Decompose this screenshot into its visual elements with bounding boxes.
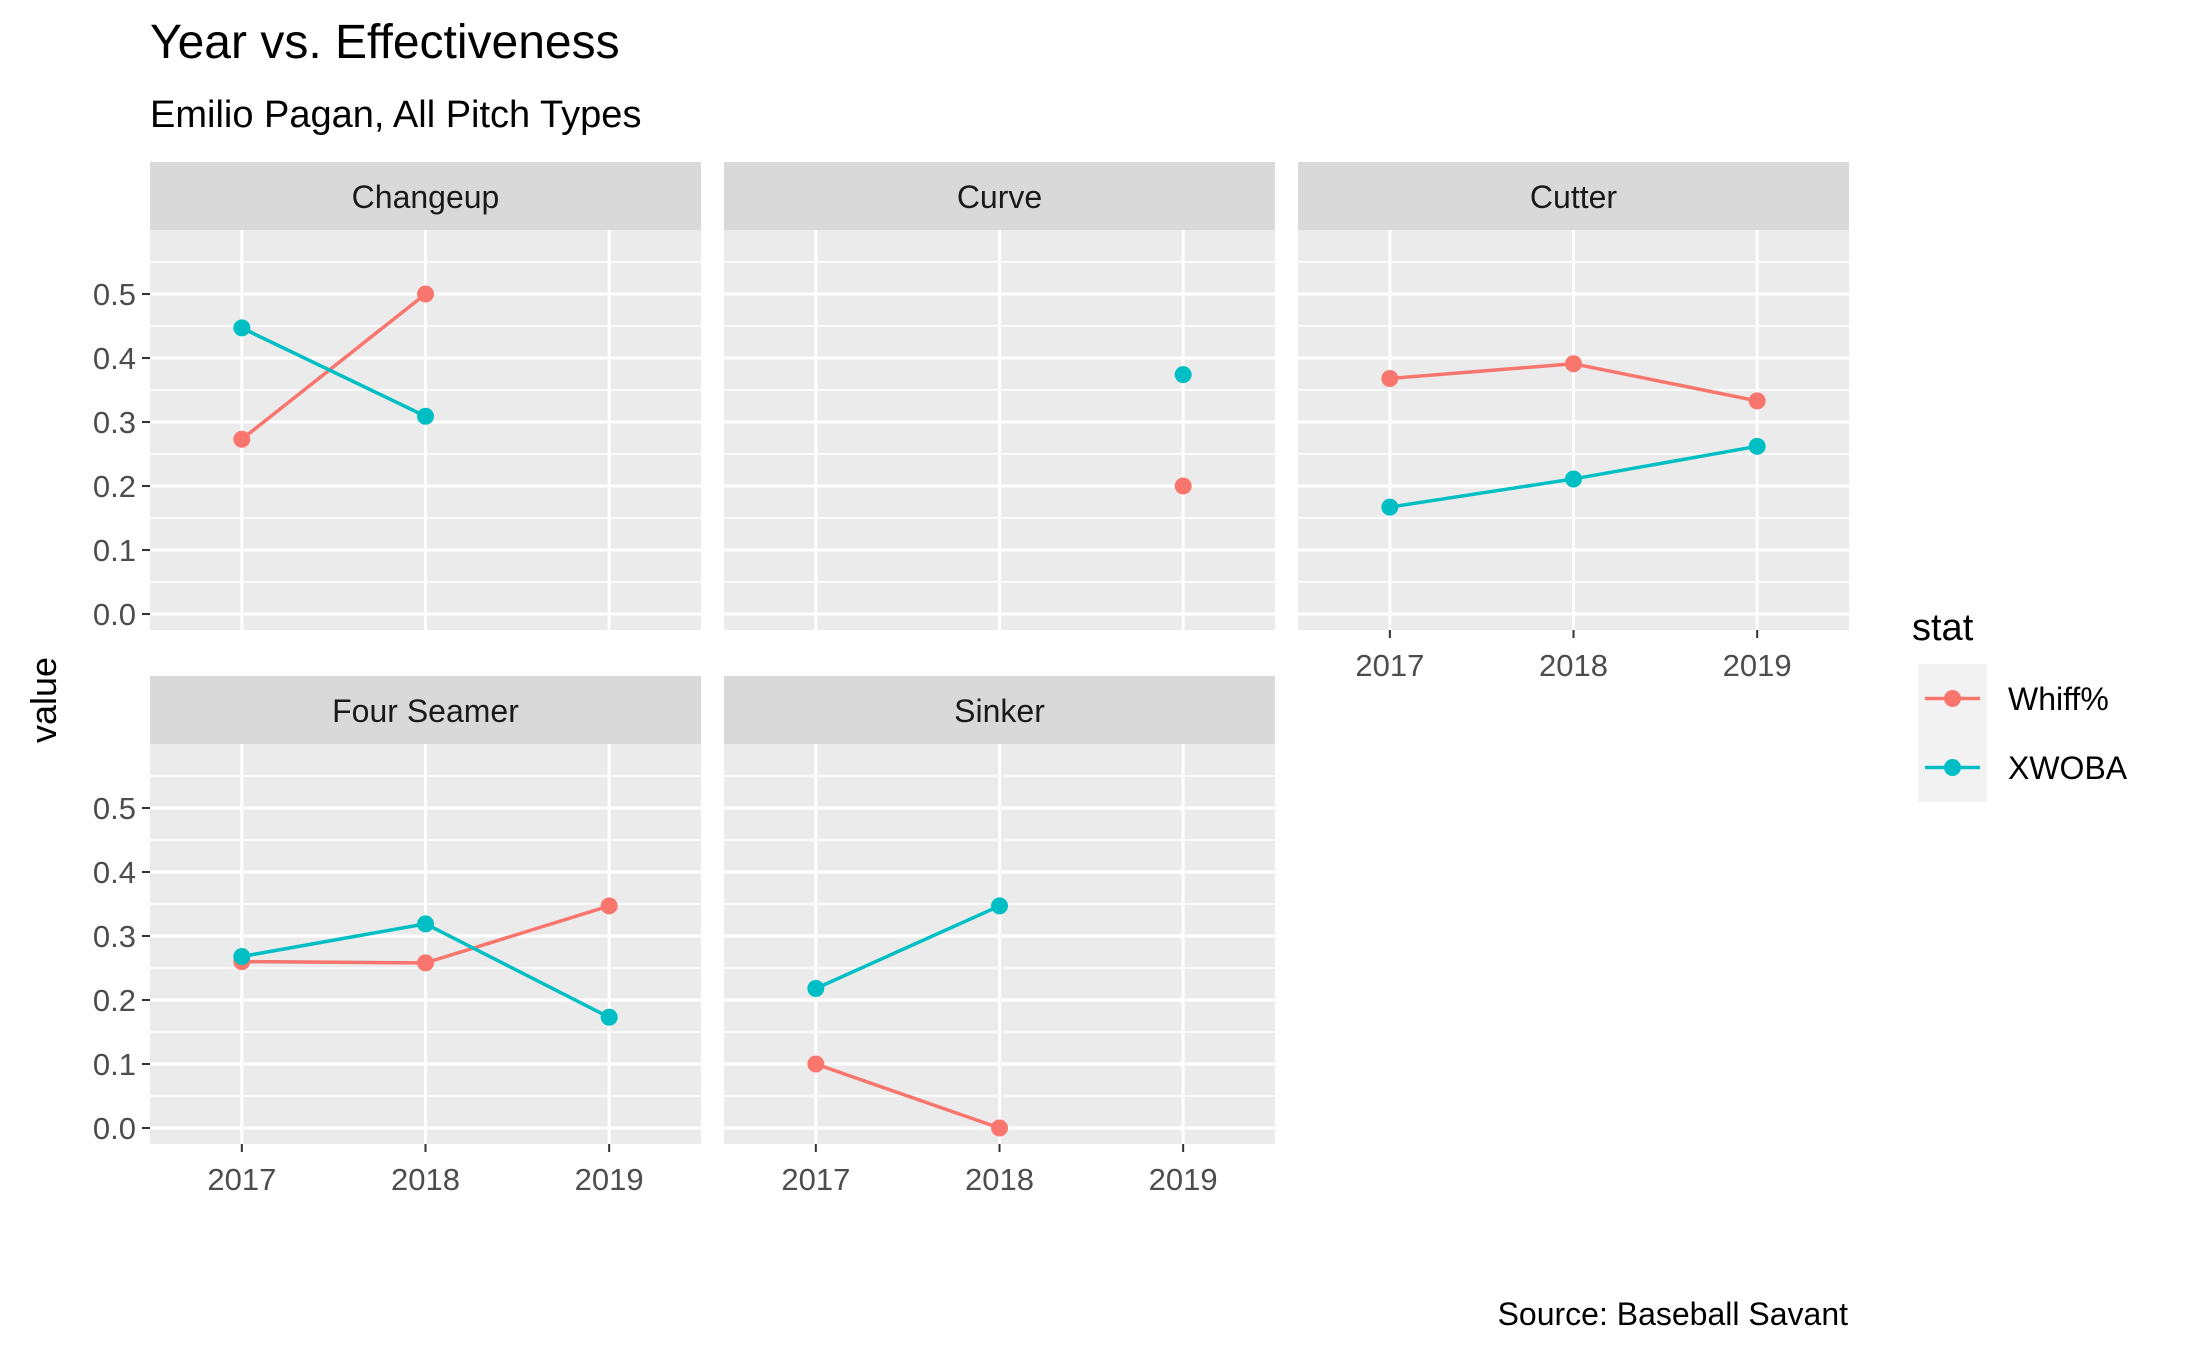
chart-title: Year vs. Effectiveness <box>150 16 620 69</box>
x-tick-label: 2017 <box>1355 648 1424 683</box>
series-line-xwoba <box>241 326 427 418</box>
legend-entry-whiff: Whiff% <box>1918 664 2109 733</box>
y-tick-label: 0.2 <box>93 469 136 504</box>
data-point-xwoba <box>807 979 825 997</box>
panels-layer: Changeup 0.0 0.1 0.2 0.3 0.4 0.5 Curve Cutter 201… <box>93 162 1849 1197</box>
data-point-xwoba <box>991 897 1008 915</box>
legend-entry-xwoba: XWOBA <box>1918 733 2128 802</box>
chart-caption: Source: Baseball Savant <box>1498 1296 1849 1332</box>
data-point-xwoba <box>1748 437 1766 455</box>
data-point-whiff <box>600 897 618 915</box>
series-line-whiff <box>240 292 427 441</box>
panel-changeup: Changeup 0.0 0.1 0.2 0.3 0.4 0.5 <box>93 162 701 632</box>
data-point-xwoba <box>417 915 434 933</box>
legend-title: stat <box>1912 607 1974 649</box>
chart-subtitle: Emilio Pagan, All Pitch Types <box>150 94 641 136</box>
y-tick-label: 0.5 <box>93 277 136 312</box>
panel-curve: Curve <box>724 162 1275 630</box>
series-line-whiff <box>815 1062 1001 1130</box>
y-tick-label: 0.0 <box>93 597 136 632</box>
data-point-xwoba <box>1381 498 1399 516</box>
legend-key-point <box>1944 759 1961 776</box>
data-point-whiff <box>233 430 251 448</box>
panel-strip-label: Changeup <box>352 179 500 215</box>
data-point-whiff <box>1748 392 1766 410</box>
panel-cutter: Cutter 2017 2018 2019 <box>1298 162 1849 683</box>
y-axis-label: value <box>23 657 64 743</box>
data-point-xwoba <box>233 947 251 965</box>
data-point-xwoba <box>233 319 251 337</box>
y-tick-label: 0.0 <box>93 1111 136 1146</box>
x-tick-label: 2018 <box>391 1162 460 1197</box>
series-line-xwoba <box>815 904 1001 991</box>
x-tick-label: 2018 <box>1539 648 1608 683</box>
data-point-xwoba <box>1565 470 1582 488</box>
data-point-whiff <box>1381 369 1399 387</box>
y-tick-label: 0.1 <box>93 1047 136 1082</box>
panel-strip <box>150 162 701 230</box>
data-point-whiff <box>1174 477 1192 495</box>
y-tick-label: 0.4 <box>93 341 136 376</box>
legend-key-point <box>1944 690 1961 707</box>
data-point-whiff <box>991 1119 1008 1137</box>
data-point-whiff <box>807 1055 825 1073</box>
panel-sinker: Sinker 2017 2018 2019 <box>724 676 1275 1197</box>
panel-strip <box>724 162 1275 230</box>
y-tick-label: 0.2 <box>93 983 136 1018</box>
panel-strip-label: Curve <box>957 179 1042 215</box>
x-tick-label: 2019 <box>1723 648 1792 683</box>
panel-strip-label: Cutter <box>1530 179 1617 215</box>
x-tick-label: 2019 <box>1149 1162 1218 1197</box>
panel-strip-label: Sinker <box>954 693 1045 729</box>
x-tick-label: 2018 <box>965 1162 1034 1197</box>
x-tick-label: 2017 <box>781 1162 850 1197</box>
legend-label: XWOBA <box>2008 750 2128 786</box>
data-point-xwoba <box>417 407 434 425</box>
panel-strip <box>1298 162 1849 230</box>
y-tick-label: 0.5 <box>93 791 136 826</box>
y-tick-label: 0.1 <box>93 533 136 568</box>
legend-label: Whiff% <box>2008 681 2109 717</box>
panel-four-seamer: Four Seamer 0.0 0.1 0.2 0.3 0.4 0.5 2017 2018 201… <box>93 676 701 1197</box>
y-tick-label: 0.3 <box>93 919 136 954</box>
panel-strip-label: Four Seamer <box>332 693 519 729</box>
data-point-whiff <box>1565 355 1582 373</box>
y-tick-label: 0.3 <box>93 405 136 440</box>
data-point-whiff <box>417 285 434 303</box>
data-point-xwoba <box>1174 366 1192 384</box>
panel-strip <box>150 676 701 744</box>
data-point-whiff <box>417 954 434 972</box>
x-tick-label: 2017 <box>207 1162 276 1197</box>
legend: stat Whiff% XWOBA <box>1912 607 2128 802</box>
x-tick-label: 2019 <box>575 1162 644 1197</box>
panel-strip <box>724 676 1275 744</box>
y-tick-label: 0.4 <box>93 855 136 890</box>
data-point-xwoba <box>600 1008 618 1026</box>
